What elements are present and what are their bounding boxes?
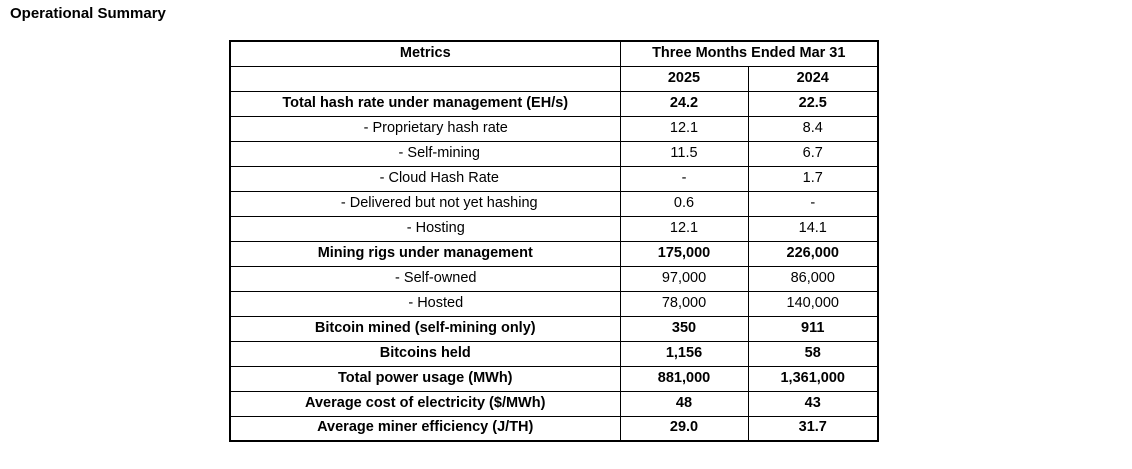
table-row: - Proprietary hash rate 12.1 8.4 — [229, 115, 879, 142]
value-2024: 1.7 — [747, 165, 879, 192]
empty-header-cell — [229, 65, 621, 92]
period-column-header: Three Months Ended Mar 31 — [619, 40, 879, 67]
value-2025: 1,156 — [619, 340, 749, 367]
metric-label: - Self-mining — [229, 140, 621, 167]
metric-label: - Self-owned — [229, 265, 621, 292]
table-row: Bitcoins held 1,156 58 — [229, 340, 879, 367]
value-2025: 78,000 — [619, 290, 749, 317]
value-2024: 6.7 — [747, 140, 879, 167]
value-2024: 911 — [747, 315, 879, 342]
metric-label: - Hosting — [229, 215, 621, 242]
table-year-row: 2025 2024 — [229, 65, 879, 92]
table-row: Total hash rate under management (EH/s) … — [229, 90, 879, 117]
value-2024: 140,000 — [747, 290, 879, 317]
metric-label: - Delivered but not yet hashing — [229, 190, 621, 217]
metric-label: Average cost of electricity ($/MWh) — [229, 390, 621, 417]
value-2025: 24.2 — [619, 90, 749, 117]
value-2025: 97,000 — [619, 265, 749, 292]
value-2025: - — [619, 165, 749, 192]
page-title: Operational Summary — [10, 5, 166, 22]
table-row: Average cost of electricity ($/MWh) 48 4… — [229, 390, 879, 417]
metric-label: Total power usage (MWh) — [229, 365, 621, 392]
value-2025: 175,000 — [619, 240, 749, 267]
value-2025: 881,000 — [619, 365, 749, 392]
year-2024-header: 2024 — [747, 65, 879, 92]
value-2024: 58 — [747, 340, 879, 367]
value-2025: 350 — [619, 315, 749, 342]
metric-label: Bitcoin mined (self-mining only) — [229, 315, 621, 342]
table-row: - Hosted 78,000 140,000 — [229, 290, 879, 317]
metric-label: Average miner efficiency (J/TH) — [229, 415, 621, 442]
value-2025: 29.0 — [619, 415, 749, 442]
operational-summary-table: Metrics Three Months Ended Mar 31 2025 2… — [229, 40, 879, 442]
table-body: Total hash rate under management (EH/s) … — [229, 90, 879, 442]
table-row: - Self-mining 11.5 6.7 — [229, 140, 879, 167]
value-2025: 0.6 — [619, 190, 749, 217]
table-row: - Hosting 12.1 14.1 — [229, 215, 879, 242]
table-row: Total power usage (MWh) 881,000 1,361,00… — [229, 365, 879, 392]
metric-label: Mining rigs under management — [229, 240, 621, 267]
metric-label: - Hosted — [229, 290, 621, 317]
value-2025: 11.5 — [619, 140, 749, 167]
value-2024: 8.4 — [747, 115, 879, 142]
metric-label: Bitcoins held — [229, 340, 621, 367]
table-row: Average miner efficiency (J/TH) 29.0 31.… — [229, 415, 879, 442]
value-2025: 12.1 — [619, 215, 749, 242]
metric-label: - Proprietary hash rate — [229, 115, 621, 142]
table-row: - Self-owned 97,000 86,000 — [229, 265, 879, 292]
table-header-row: Metrics Three Months Ended Mar 31 — [229, 40, 879, 67]
table-row: Bitcoin mined (self-mining only) 350 911 — [229, 315, 879, 342]
value-2024: 31.7 — [747, 415, 879, 442]
value-2024: 43 — [747, 390, 879, 417]
value-2025: 48 — [619, 390, 749, 417]
value-2024: 14.1 — [747, 215, 879, 242]
value-2024: 1,361,000 — [747, 365, 879, 392]
metric-label: Total hash rate under management (EH/s) — [229, 90, 621, 117]
value-2024: 22.5 — [747, 90, 879, 117]
year-2025-header: 2025 — [619, 65, 749, 92]
table-row: - Cloud Hash Rate - 1.7 — [229, 165, 879, 192]
metrics-column-header: Metrics — [229, 40, 621, 67]
table-row: Mining rigs under management 175,000 226… — [229, 240, 879, 267]
value-2024: - — [747, 190, 879, 217]
table-row: - Delivered but not yet hashing 0.6 - — [229, 190, 879, 217]
metric-label: - Cloud Hash Rate — [229, 165, 621, 192]
value-2024: 86,000 — [747, 265, 879, 292]
value-2024: 226,000 — [747, 240, 879, 267]
value-2025: 12.1 — [619, 115, 749, 142]
